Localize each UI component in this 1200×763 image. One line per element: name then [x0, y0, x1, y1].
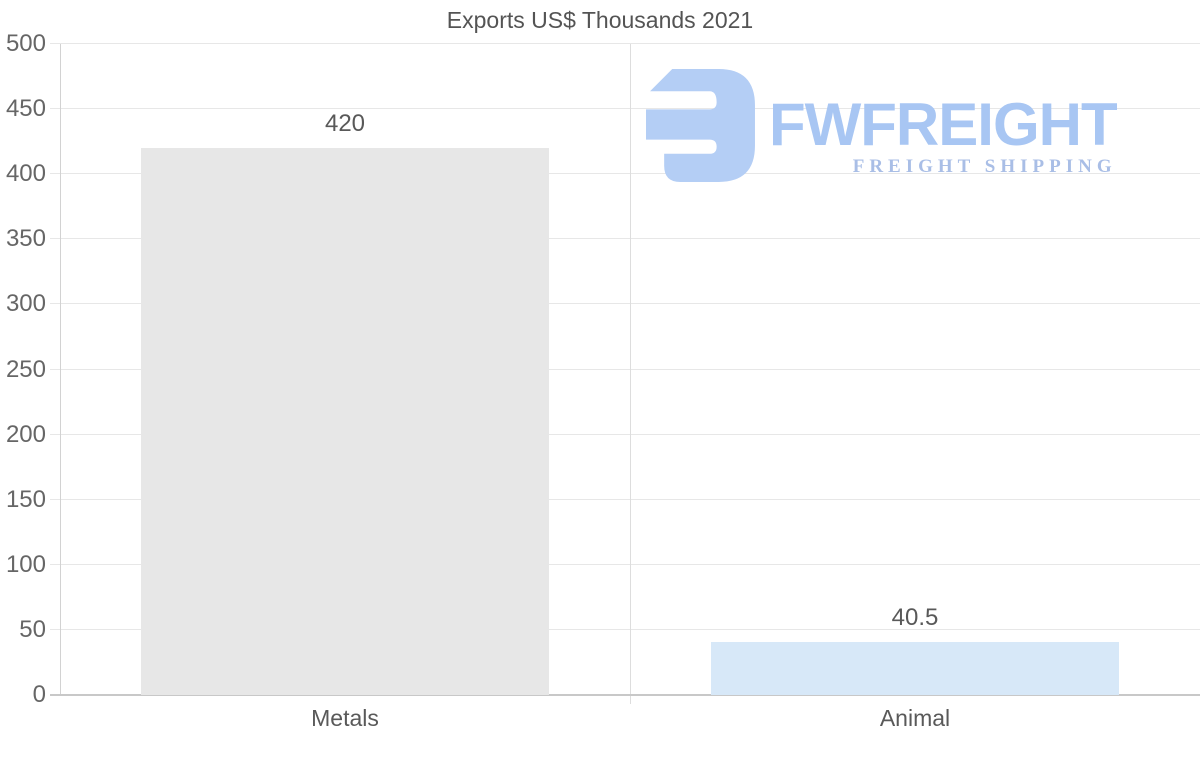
chart-title: Exports US$ Thousands 2021	[446, 7, 754, 33]
logo-wordmark: FWFREIGHT	[769, 91, 1118, 158]
gridline-350	[50, 238, 1200, 239]
x-axis-line	[50, 694, 1200, 696]
y-tick-label-500: 500	[5, 30, 46, 57]
y-tick-label-450: 450	[5, 95, 46, 122]
category-label-metals: Metals	[311, 705, 379, 731]
y-tick-label-300: 300	[5, 290, 46, 317]
y-tick-label-0: 0	[32, 681, 46, 708]
gridline-100	[50, 564, 1200, 565]
gridline-500	[50, 43, 1200, 44]
gridline-450	[50, 108, 1200, 109]
gridline-300	[50, 303, 1200, 304]
value-label-metals: 420	[324, 110, 366, 137]
y-axis-line	[60, 44, 61, 695]
gridline-200	[50, 434, 1200, 435]
gridline-400	[50, 173, 1200, 174]
y-tick-label-400: 400	[5, 160, 46, 187]
gridline-250	[50, 369, 1200, 370]
logo: FWFREIGHT FREIGHT SHIPPING	[646, 69, 1118, 187]
fwfreight-logo-icon	[646, 69, 757, 187]
gridline-150	[50, 499, 1200, 500]
bar-metals	[141, 148, 549, 695]
logo-tagline: FREIGHT SHIPPING	[852, 156, 1117, 177]
y-tick-label-150: 150	[5, 486, 46, 513]
y-tick-label-200: 200	[5, 421, 46, 448]
logo-text-block: FWFREIGHT FREIGHT SHIPPING	[769, 91, 1118, 177]
y-tick-label-50: 50	[19, 616, 46, 643]
gridline-50	[50, 629, 1200, 630]
bar-animal	[711, 642, 1119, 695]
category-label-animal: Animal	[879, 705, 951, 731]
y-tick-label-100: 100	[5, 551, 46, 578]
y-tick-label-250: 250	[5, 356, 46, 383]
value-label-animal: 40.5	[891, 604, 939, 631]
y-tick-label-350: 350	[5, 225, 46, 252]
column-separator	[630, 44, 631, 704]
